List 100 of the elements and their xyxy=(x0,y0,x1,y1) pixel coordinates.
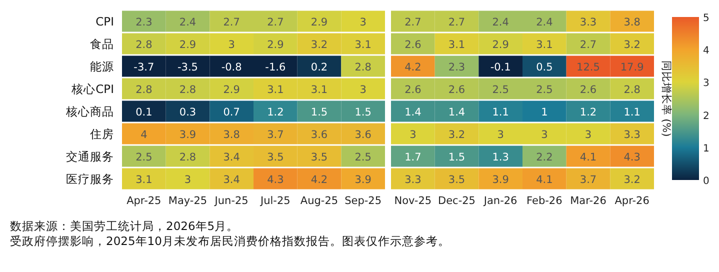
data-label: 3.1 xyxy=(354,38,372,51)
data-label: 3.4 xyxy=(223,174,240,186)
y-tick-label: 医疗服务 xyxy=(66,172,114,186)
data-label: 1.1 xyxy=(624,106,640,118)
y-tick-label: 核心CPI xyxy=(70,82,114,96)
data-label: 4.2 xyxy=(404,61,422,74)
data-label: 2.8 xyxy=(136,84,152,96)
y-tick-label: 交通服务 xyxy=(66,149,114,164)
data-label: 4.3 xyxy=(267,174,284,186)
data-label: -0.1 xyxy=(490,61,511,74)
color-bar-title: 同比增长率 (%) xyxy=(660,60,673,137)
y-tick-label: 食品 xyxy=(90,36,114,51)
data-label: 3 xyxy=(360,16,366,28)
data-label: 3.3 xyxy=(580,16,597,28)
data-label: 2.6 xyxy=(404,38,422,51)
x-tick-label: Aug-25 xyxy=(300,195,338,207)
color-bar-label: 5 xyxy=(703,13,710,24)
data-label: 3 xyxy=(410,128,416,141)
data-label: 3.6 xyxy=(310,128,328,141)
data-label: -0.8 xyxy=(221,61,242,74)
data-label: 17.9 xyxy=(620,61,644,74)
x-tick-label: Jun-25 xyxy=(214,195,248,207)
data-label: 2.3 xyxy=(136,16,152,28)
color-bar-label: 2 xyxy=(703,110,710,122)
data-label: 3.1 xyxy=(310,84,328,96)
data-label: 2.5 xyxy=(536,84,553,96)
data-label: 4.2 xyxy=(310,174,328,186)
data-label: 2.5 xyxy=(492,84,509,96)
data-label: 1.2 xyxy=(267,106,284,118)
data-label: 3 xyxy=(497,128,504,141)
data-label: 2.7 xyxy=(267,16,284,28)
data-label: 0.1 xyxy=(136,106,152,118)
data-label: 3.3 xyxy=(624,128,640,141)
data-label: 0.5 xyxy=(536,61,553,74)
data-label: 12.5 xyxy=(576,61,600,74)
data-label: 2.7 xyxy=(404,16,422,28)
data-label: 1 xyxy=(541,106,548,118)
data-label: 3.8 xyxy=(624,16,640,28)
data-label: 4.1 xyxy=(580,151,597,164)
color-bar-label: 4 xyxy=(703,46,710,57)
data-label: 3.5 xyxy=(310,151,328,164)
data-label: 2.2 xyxy=(536,151,553,164)
data-label: 2.9 xyxy=(223,84,240,96)
x-tick-label: Jul-25 xyxy=(260,195,290,207)
data-label: 2.7 xyxy=(223,16,240,28)
data-label: 1.7 xyxy=(404,151,422,164)
data-label: 3.1 xyxy=(536,38,553,51)
data-label: 0.2 xyxy=(310,61,328,74)
data-label: 2.6 xyxy=(580,84,597,96)
data-label: 2.9 xyxy=(492,38,509,51)
data-label: 2.9 xyxy=(267,38,284,51)
data-label: -3.7 xyxy=(134,61,154,74)
data-label: 1.5 xyxy=(448,151,466,164)
text: 受政府停摆影响，2025年10月未发布居民消费价格指数报告。图表仅作示意参考。 xyxy=(10,234,450,248)
data-label: 3 xyxy=(584,128,592,141)
y-tick-label: 核心商品 xyxy=(65,104,114,118)
data-label: 3.2 xyxy=(448,128,466,141)
data-label: 1.4 xyxy=(404,106,422,118)
data-label: 2.4 xyxy=(536,16,554,28)
x-tick-label: Nov-25 xyxy=(394,195,432,207)
source-note: 数据来源：美国劳工统计局，2026年5月。 xyxy=(10,219,239,233)
y-tick-label: 住房 xyxy=(89,126,114,141)
data-label: 2.8 xyxy=(179,151,196,164)
data-label: 2.6 xyxy=(404,84,422,96)
x-tick-label: Dec-25 xyxy=(438,195,476,207)
data-label: 1.1 xyxy=(492,106,509,118)
data-label: 0.3 xyxy=(179,106,196,118)
y-tick-label: CPI xyxy=(96,14,114,28)
data-label: 1.5 xyxy=(310,106,328,118)
data-label: 3.7 xyxy=(580,174,597,186)
data-label: 3.7 xyxy=(267,128,284,141)
data-label: 3.4 xyxy=(223,151,240,164)
data-label: 2.9 xyxy=(310,16,328,28)
data-label: 1.5 xyxy=(354,106,372,118)
data-label: 1.4 xyxy=(448,106,466,118)
data-label: -3.5 xyxy=(178,61,198,74)
data-label: 2.4 xyxy=(179,16,196,28)
data-label: 4.1 xyxy=(536,174,553,186)
data-label: 2.8 xyxy=(136,38,152,51)
data-label: 3.1 xyxy=(448,38,466,51)
data-label: 2.9 xyxy=(179,38,196,51)
data-label: 3.9 xyxy=(179,128,196,141)
x-tick-label: Feb-26 xyxy=(526,195,563,207)
x-tick-label: Sep-25 xyxy=(344,195,382,207)
data-label: 2.5 xyxy=(354,151,372,164)
data-label: 3.5 xyxy=(448,174,466,186)
data-label: 3.5 xyxy=(267,151,284,164)
x-tick-label: Apr-26 xyxy=(614,195,650,207)
data-label: -1.6 xyxy=(265,61,286,74)
color-bar-label: 0 xyxy=(703,176,710,187)
data-label: 3 xyxy=(184,174,192,186)
data-label: 1.2 xyxy=(580,106,597,118)
data-label: 2.4 xyxy=(492,16,510,28)
x-tick-label: May-25 xyxy=(168,195,208,207)
data-label: 3.9 xyxy=(492,174,509,186)
data-label: 2.8 xyxy=(624,84,640,96)
data-label: 3.2 xyxy=(624,38,640,51)
data-label: 1.3 xyxy=(492,151,509,164)
data-label: 2.6 xyxy=(448,84,466,96)
x-tick-label: Mar-26 xyxy=(570,195,607,207)
